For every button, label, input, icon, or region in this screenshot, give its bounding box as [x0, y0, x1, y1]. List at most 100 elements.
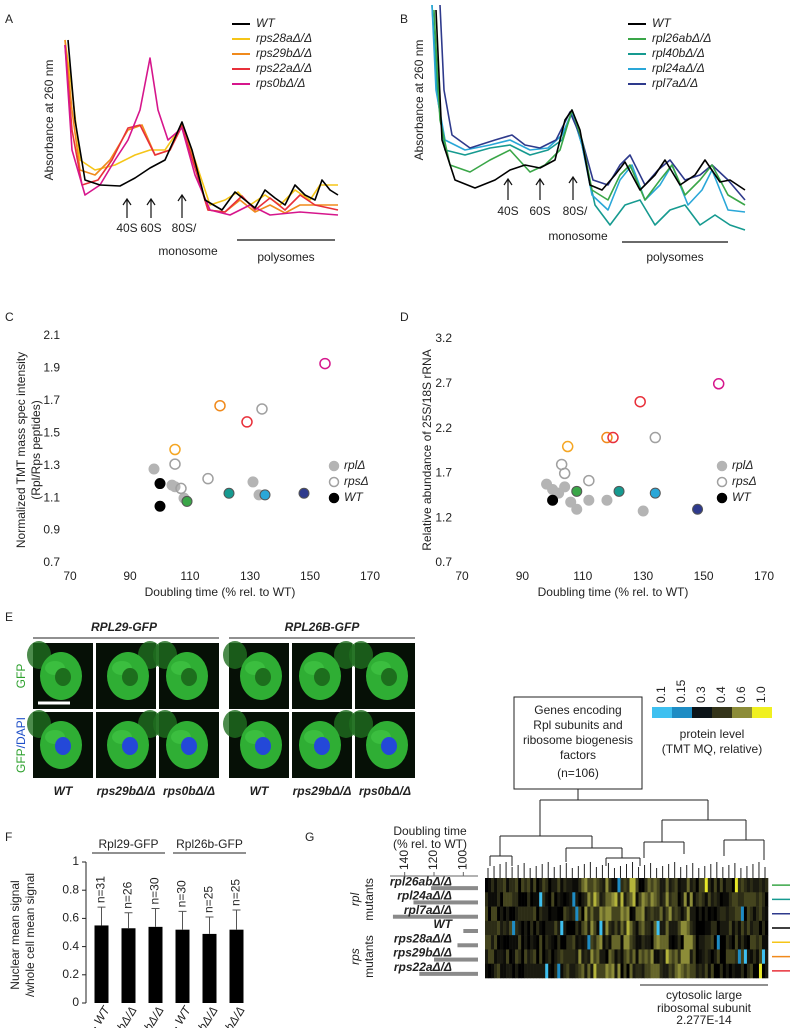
heatmap-cell — [638, 892, 642, 907]
heatmap-cell — [590, 920, 594, 936]
heatmap-cell — [749, 949, 754, 965]
heatmap-cell — [662, 963, 666, 979]
heatmap-cell — [572, 892, 576, 907]
heatmap-cell — [650, 920, 654, 936]
heatmap-cell — [500, 949, 504, 965]
heatmap-cell — [623, 949, 627, 965]
heatmap-cell — [734, 878, 739, 893]
heatmap-cell — [635, 935, 639, 950]
n-label: n=26 — [121, 881, 135, 908]
heatmap-cell — [626, 949, 630, 965]
heatmap-cell — [725, 949, 730, 965]
n-label: n=30 — [175, 880, 189, 907]
heatmap-cell — [536, 949, 540, 965]
y-tick-label: 0.8 — [62, 882, 79, 896]
heatmap-cell — [638, 949, 642, 965]
heatmap-cell — [641, 949, 645, 965]
heatmap-cell — [629, 892, 633, 907]
row-label-part: GFP — [14, 748, 28, 773]
heatmap-cell — [557, 963, 561, 979]
heatmap-cell — [560, 892, 564, 907]
neighbor-cell — [223, 710, 247, 738]
heatmap-cell — [695, 949, 700, 965]
heatmap-cell — [605, 878, 609, 893]
bar — [121, 928, 136, 1003]
heatmap-cell — [590, 935, 594, 950]
heatmap-cell — [725, 963, 730, 979]
heatmap-cell — [677, 906, 681, 922]
heatmap-cell — [623, 920, 627, 936]
heatmap-cell — [515, 920, 519, 936]
heatmap-cell — [545, 878, 549, 893]
colorscale-swatch — [652, 707, 672, 718]
heatmap-cell — [677, 935, 681, 950]
column-label: rps0bΔ/Δ — [163, 784, 215, 798]
row-label-part: /DAPI — [14, 717, 28, 748]
heatmap-cell — [740, 920, 745, 936]
y-tick-label: 2.2 — [435, 421, 452, 435]
heatmap-cell — [491, 878, 495, 893]
heatmap-cell — [578, 878, 582, 893]
heatmap-cell — [590, 878, 594, 893]
heatmap-cell — [620, 949, 624, 965]
heatmap-cell — [623, 963, 627, 979]
heatmap-cell — [674, 878, 678, 893]
heatmap-cell — [632, 949, 636, 965]
heatmap-cell — [692, 935, 697, 950]
peak-arrows — [122, 193, 335, 241]
cluster-text: ribosome biogenesis — [523, 733, 633, 747]
heatmap-cell — [638, 906, 642, 922]
legend-label: rps28aΔ/Δ — [256, 31, 312, 45]
y-axis-label: /whole cell mean signal — [23, 873, 37, 997]
heatmap-cell — [665, 963, 669, 979]
heatmap-cell — [515, 935, 519, 950]
heatmap-cell — [698, 920, 703, 936]
heatmap-cell — [590, 892, 594, 907]
heatmap-cell — [716, 878, 721, 893]
heatmap-cell — [557, 892, 561, 907]
heatmap-cell — [485, 906, 489, 922]
heatmap-cell — [653, 906, 657, 922]
heatmap-cell — [617, 963, 621, 979]
heatmap-cell — [578, 920, 582, 936]
heatmap-cell — [752, 892, 757, 907]
heatmap-cell — [608, 949, 612, 965]
heatmap-cell — [695, 892, 700, 907]
heatmap-cell — [671, 949, 675, 965]
heatmap-cell — [728, 949, 733, 965]
heatmap-cell — [755, 920, 760, 936]
heatmap-cell — [683, 878, 688, 893]
heatmap-cell — [758, 920, 763, 936]
heatmap-cell — [530, 949, 534, 965]
heatmap-cell — [560, 878, 564, 893]
heatmap-cell — [674, 963, 678, 979]
heatmap-cell — [734, 906, 739, 922]
heatmap-cell — [611, 963, 615, 979]
neighbor-cell — [349, 710, 373, 738]
heatmap-cell — [578, 892, 582, 907]
heatmap-cell — [527, 949, 531, 965]
heatmap-cell — [560, 949, 564, 965]
heatmap-cell — [719, 906, 724, 922]
heatmap-cell — [659, 963, 663, 979]
heatmap-cell — [713, 949, 718, 965]
heatmap-cell — [728, 878, 733, 893]
heatmap-cell — [707, 878, 712, 893]
y-tick-label: 1.3 — [43, 458, 60, 472]
heatmap-cell — [563, 935, 567, 950]
heatmap-cell — [704, 935, 709, 950]
legend-label: rps22aΔ/Δ — [256, 61, 312, 75]
data-point — [607, 431, 619, 444]
heatmap-cell — [743, 920, 748, 936]
heatmap-cell — [731, 892, 736, 907]
legend-label: WT — [652, 16, 672, 30]
heatmap-cell — [632, 920, 636, 936]
panel-label: D — [400, 310, 409, 324]
heatmap-cell — [614, 935, 618, 950]
heatmap-cell — [755, 906, 760, 922]
heatmap-cell — [599, 892, 603, 907]
heatmap-cell — [761, 892, 766, 907]
heatmap-cell — [488, 906, 492, 922]
heatmap-cell — [722, 935, 727, 950]
data-point — [558, 467, 571, 480]
